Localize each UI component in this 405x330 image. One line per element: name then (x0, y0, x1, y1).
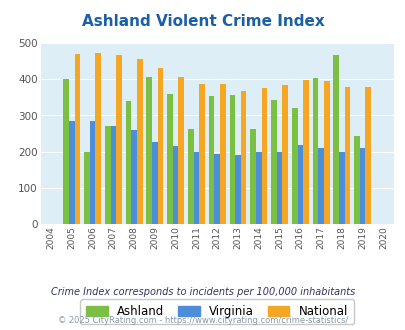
Bar (178, 77, 183, 224)
Bar (173, 147, 178, 224)
Bar (333, 54, 338, 224)
Bar (303, 80, 308, 224)
Bar (291, 108, 297, 224)
Bar (338, 152, 344, 224)
Bar (364, 87, 370, 224)
Legend: Ashland, Virginia, National: Ashland, Virginia, National (80, 299, 353, 324)
Bar (167, 94, 173, 224)
Bar (250, 129, 255, 224)
Bar (146, 77, 152, 224)
Bar (354, 136, 359, 224)
Bar (359, 148, 364, 224)
Bar (193, 152, 199, 224)
Bar (157, 68, 163, 224)
Text: Crime Index corresponds to incidents per 100,000 inhabitants: Crime Index corresponds to incidents per… (51, 287, 354, 297)
Bar (188, 129, 193, 224)
Bar (240, 91, 246, 224)
Bar (84, 152, 90, 224)
Bar (63, 79, 69, 224)
Bar (208, 95, 214, 224)
Bar (214, 154, 220, 224)
Bar (199, 83, 205, 224)
Bar (131, 130, 136, 224)
Bar (297, 145, 303, 224)
Bar (95, 53, 101, 224)
Bar (136, 59, 142, 224)
Bar (276, 152, 281, 224)
Bar (323, 82, 329, 224)
Bar (152, 142, 157, 224)
Bar (110, 126, 116, 224)
Bar (255, 152, 261, 224)
Bar (90, 121, 95, 224)
Bar (220, 83, 225, 224)
Bar (281, 85, 287, 224)
Bar (261, 87, 266, 224)
Bar (69, 121, 75, 224)
Bar (344, 87, 350, 224)
Bar (104, 126, 110, 224)
Bar (126, 101, 131, 224)
Bar (116, 55, 121, 224)
Bar (271, 100, 276, 224)
Bar (312, 78, 318, 224)
Bar (75, 54, 80, 224)
Bar (318, 148, 323, 224)
Text: Ashland Violent Crime Index: Ashland Violent Crime Index (81, 14, 324, 29)
Bar (234, 155, 240, 224)
Bar (229, 95, 234, 224)
Text: © 2025 CityRating.com - https://www.cityrating.com/crime-statistics/: © 2025 CityRating.com - https://www.city… (58, 315, 347, 325)
